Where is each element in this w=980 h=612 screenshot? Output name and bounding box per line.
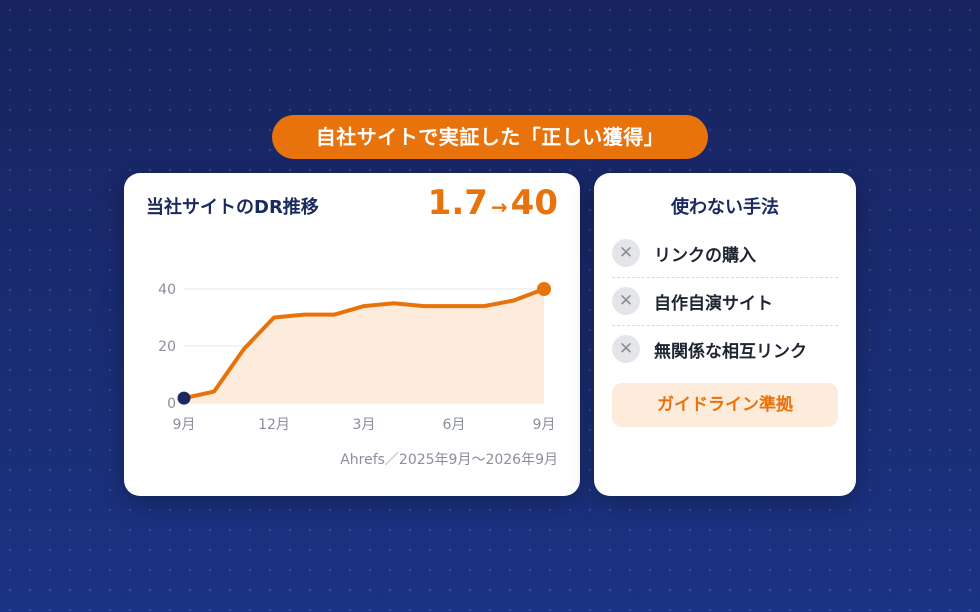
x-tick-label: 9月 bbox=[173, 417, 196, 433]
excluded-methods-card: 使わない手法 ✕ リンクの購入 ✕ 自作自演サイト ✕ 無関係な相互リンク ガイ… bbox=[594, 173, 856, 496]
method-item: ✕ 自作自演サイト bbox=[612, 277, 838, 326]
method-item: ✕ リンクの購入 bbox=[612, 229, 838, 278]
method-label: 自作自演サイト bbox=[654, 293, 773, 314]
x-icon: ✕ bbox=[612, 239, 640, 267]
kpi-from-value: 1.7 bbox=[427, 183, 488, 223]
end-point bbox=[537, 282, 551, 296]
x-tick-label: 6月 bbox=[443, 417, 466, 433]
x-tick-label: 9月 bbox=[533, 417, 556, 433]
guideline-compliant-badge: ガイドライン準拠 bbox=[612, 383, 838, 427]
method-label: リンクの購入 bbox=[654, 245, 756, 266]
chart-title: 当社サイトのDR推移 bbox=[146, 197, 319, 218]
start-point bbox=[177, 391, 191, 405]
dr-kpi: 1.7 → 40 bbox=[428, 183, 558, 223]
series-line bbox=[182, 287, 546, 401]
data-source-note: Ahrefs／2025年9月〜2026年9月 bbox=[340, 452, 558, 468]
method-label: 無関係な相互リンク bbox=[654, 341, 807, 362]
dr-chart-card: 0 20 40 9月 12月 3月 6月 9月 当社サイトのDR推移 1.7 → 40 Ahr… bbox=[124, 173, 580, 496]
dr-line-chart: 0 20 40 9月 12月 3月 6月 9月 bbox=[158, 282, 556, 433]
x-tick-label: 12月 bbox=[258, 417, 290, 433]
x-tick-label: 3月 bbox=[353, 417, 376, 433]
y-tick-label: 40 bbox=[158, 282, 176, 298]
kpi-to-value: 40 bbox=[510, 183, 558, 223]
x-icon: ✕ bbox=[612, 335, 640, 363]
headline-banner: 自社サイトで実証した「正しい獲得」 bbox=[272, 115, 708, 159]
y-tick-label: 20 bbox=[158, 339, 176, 355]
excluded-methods-title: 使わない手法 bbox=[671, 197, 779, 218]
y-tick-label: 0 bbox=[167, 396, 176, 412]
kpi-arrow-icon: → bbox=[490, 195, 508, 219]
x-icon: ✕ bbox=[612, 287, 640, 315]
method-item: ✕ 無関係な相互リンク bbox=[612, 325, 838, 373]
